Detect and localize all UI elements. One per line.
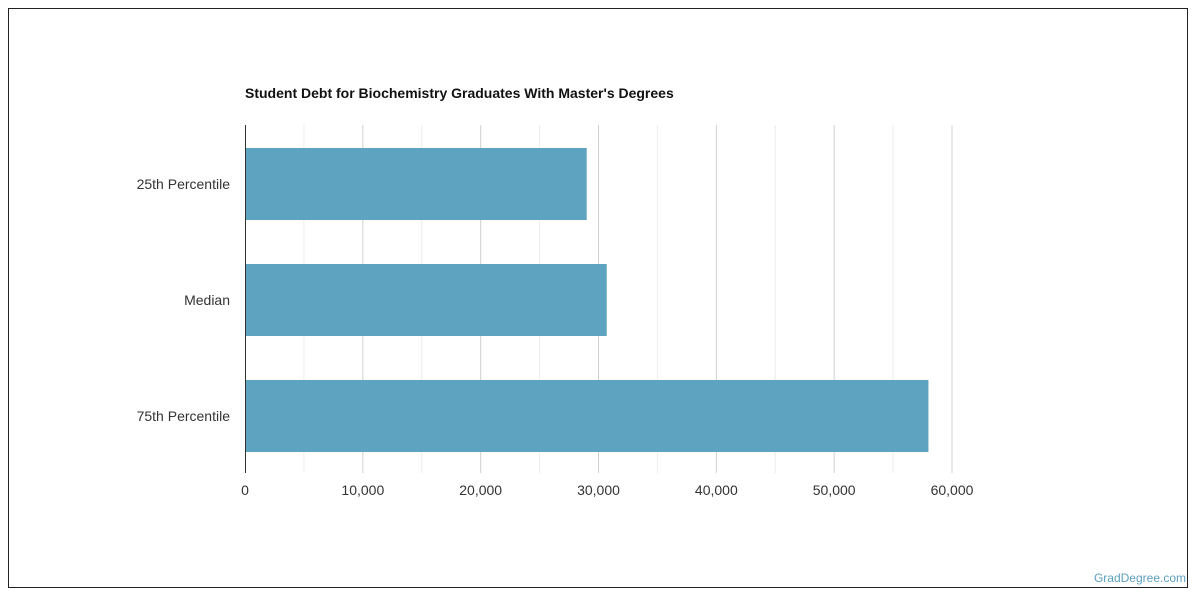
y-category-label: 75th Percentile	[137, 408, 231, 424]
watermark-link[interactable]: GradDegree.com	[1093, 571, 1186, 585]
bar	[245, 264, 607, 336]
x-tick-label: 60,000	[931, 482, 974, 498]
y-category-label: 25th Percentile	[137, 176, 231, 192]
x-tick-label: 10,000	[341, 482, 384, 498]
bar	[245, 148, 587, 220]
chart-title: Student Debt for Biochemistry Graduates …	[245, 85, 674, 101]
bar	[245, 380, 929, 452]
x-tick-label: 30,000	[577, 482, 620, 498]
x-tick-label: 0	[241, 482, 249, 498]
x-tick-label: 50,000	[813, 482, 856, 498]
x-tick-label: 40,000	[695, 482, 738, 498]
y-category-label: Median	[184, 292, 230, 308]
bars	[245, 148, 929, 452]
axis-labels: 0 10,000 20,000 30,000 40,000 50,000 60,000 25t…	[137, 176, 974, 498]
x-tick-label: 20,000	[459, 482, 502, 498]
